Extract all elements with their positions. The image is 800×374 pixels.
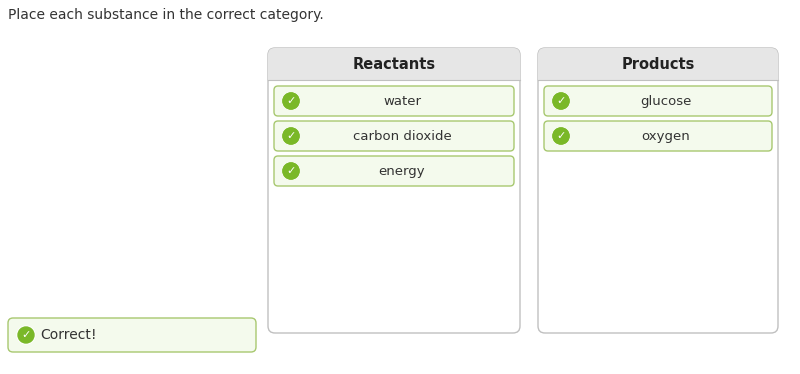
Text: oxygen: oxygen <box>642 129 690 142</box>
FancyBboxPatch shape <box>268 48 520 333</box>
Text: Products: Products <box>622 56 694 71</box>
FancyBboxPatch shape <box>268 48 520 80</box>
Text: ✓: ✓ <box>22 330 30 340</box>
Text: ✓: ✓ <box>286 96 296 106</box>
Text: Reactants: Reactants <box>353 56 435 71</box>
Circle shape <box>283 163 299 179</box>
Circle shape <box>553 93 569 109</box>
FancyBboxPatch shape <box>544 121 772 151</box>
FancyBboxPatch shape <box>8 318 256 352</box>
FancyBboxPatch shape <box>544 86 772 116</box>
Text: ✓: ✓ <box>286 166 296 176</box>
Text: water: water <box>383 95 421 107</box>
Text: glucose: glucose <box>640 95 692 107</box>
Circle shape <box>552 127 570 145</box>
Circle shape <box>553 128 569 144</box>
FancyBboxPatch shape <box>274 86 514 116</box>
Circle shape <box>283 93 299 109</box>
Bar <box>268 62 520 80</box>
FancyBboxPatch shape <box>538 48 778 80</box>
Circle shape <box>282 127 300 145</box>
Circle shape <box>283 163 299 179</box>
Circle shape <box>282 92 300 110</box>
Text: energy: energy <box>378 165 426 178</box>
Text: Correct!: Correct! <box>40 328 97 342</box>
Text: Place each substance in the correct category.: Place each substance in the correct cate… <box>8 8 324 22</box>
Text: carbon dioxide: carbon dioxide <box>353 129 451 142</box>
Circle shape <box>553 93 569 109</box>
Circle shape <box>552 92 570 110</box>
Circle shape <box>283 128 299 144</box>
Circle shape <box>283 93 299 109</box>
Circle shape <box>553 128 569 144</box>
Text: ✓: ✓ <box>286 131 296 141</box>
Circle shape <box>17 326 35 344</box>
FancyBboxPatch shape <box>538 48 778 333</box>
FancyBboxPatch shape <box>274 156 514 186</box>
Circle shape <box>283 128 299 144</box>
Bar <box>538 62 778 80</box>
Text: ✓: ✓ <box>556 96 566 106</box>
Circle shape <box>282 162 300 180</box>
Circle shape <box>18 327 34 343</box>
FancyBboxPatch shape <box>274 121 514 151</box>
Text: ✓: ✓ <box>556 131 566 141</box>
